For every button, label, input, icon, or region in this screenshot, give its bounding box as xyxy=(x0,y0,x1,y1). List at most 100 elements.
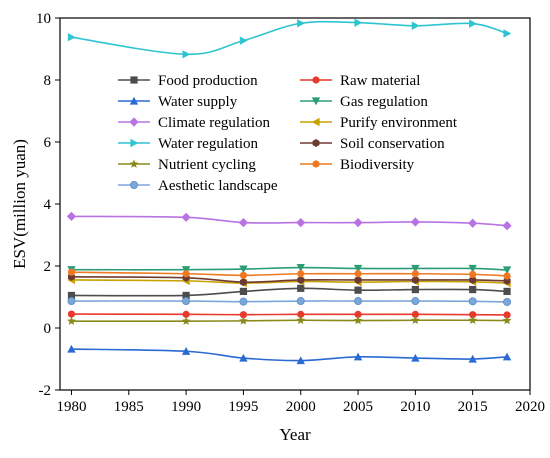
data-point-raw-material xyxy=(469,311,477,319)
data-point-nutrient-cycling xyxy=(410,315,420,324)
legend-label: Food production xyxy=(158,73,258,89)
data-point-climate-regulation xyxy=(66,211,77,221)
data-point-raw-material xyxy=(67,310,76,318)
legend-marker xyxy=(129,159,139,168)
legend-label: Nutrient cycling xyxy=(158,157,256,173)
data-point-nutrient-cycling xyxy=(67,316,76,325)
legend-marker xyxy=(312,76,320,84)
data-point-nutrient-cycling xyxy=(353,315,363,325)
x-tick-label: 2015 xyxy=(458,399,488,415)
data-point-water-regulation xyxy=(503,29,512,38)
legend-label: Purify environment xyxy=(340,115,458,131)
data-point-soil-conservation xyxy=(411,275,419,284)
data-point-nutrient-cycling xyxy=(468,315,478,324)
data-point-gas-regulation xyxy=(353,264,363,273)
legend-label: Soil conservation xyxy=(340,136,445,152)
data-point-water-regulation xyxy=(239,36,248,45)
legend-item-food-production: Food production xyxy=(118,73,258,89)
y-tick-label: 10 xyxy=(36,11,51,27)
data-point-aesthetic-landscape xyxy=(296,297,305,306)
data-point-gas-regulation xyxy=(296,263,305,272)
data-point-aesthetic-landscape xyxy=(239,297,248,306)
legend-label: Aesthetic landscape xyxy=(158,178,278,194)
data-point-food-production xyxy=(503,287,511,296)
data-point-food-production xyxy=(354,286,362,294)
legend-item-aesthetic-landscape: Aesthetic landscape xyxy=(118,178,278,194)
data-point-climate-regulation xyxy=(468,218,478,228)
series-raw-material xyxy=(67,310,511,319)
y-tick-label: -2 xyxy=(39,383,52,399)
series-line-nutrient-cycling xyxy=(71,319,508,323)
legend-marker xyxy=(130,76,138,84)
y-tick-label: 8 xyxy=(44,73,52,89)
data-point-climate-regulation xyxy=(238,218,249,228)
data-point-nutrient-cycling xyxy=(502,315,512,325)
data-point-raw-material xyxy=(354,310,362,318)
series-line-water-supply xyxy=(71,348,508,362)
series-line-climate-regulation xyxy=(71,215,508,227)
legend-item-soil-conservation: Soil conservation xyxy=(300,136,445,152)
data-point-food-production xyxy=(297,284,305,292)
legend: Food production Raw material Water supply G… xyxy=(118,73,458,194)
legend-label: Gas regulation xyxy=(340,94,428,110)
legend-marker xyxy=(311,117,320,127)
series-gas-regulation xyxy=(67,263,512,275)
series-line-raw-material xyxy=(71,313,508,316)
legend-marker xyxy=(129,180,138,189)
legend-item-climate-regulation: Climate regulation xyxy=(118,115,271,131)
series-line-aesthetic-landscape xyxy=(71,300,508,303)
legend-marker xyxy=(129,117,139,127)
data-point-nutrient-cycling xyxy=(296,315,306,324)
data-point-aesthetic-landscape xyxy=(67,297,76,306)
legend-marker xyxy=(130,138,139,148)
data-point-soil-conservation xyxy=(469,275,477,284)
data-point-food-production xyxy=(469,285,477,294)
x-tick-label: 2010 xyxy=(400,399,430,415)
series-line-food-production xyxy=(71,287,508,297)
legend-item-water-supply: Water supply xyxy=(118,94,238,110)
x-tick-label: 2005 xyxy=(343,399,373,415)
data-point-raw-material xyxy=(182,310,190,318)
series-soil-conservation xyxy=(67,272,511,287)
data-point-water-supply xyxy=(411,353,420,362)
data-point-soil-conservation xyxy=(354,275,362,284)
data-point-soil-conservation xyxy=(297,275,305,284)
series-climate-regulation xyxy=(66,211,512,231)
data-point-climate-regulation xyxy=(353,218,363,228)
x-tick-label: 1990 xyxy=(171,399,201,415)
data-point-gas-regulation xyxy=(411,264,420,273)
data-point-water-supply xyxy=(181,347,191,355)
x-tick-label: 2000 xyxy=(286,399,316,415)
data-point-aesthetic-landscape xyxy=(354,297,363,306)
series-layer xyxy=(66,18,512,365)
data-point-gas-regulation xyxy=(239,265,248,274)
data-point-climate-regulation xyxy=(410,217,420,227)
y-tick-label: 4 xyxy=(44,197,52,213)
data-point-water-regulation xyxy=(67,33,76,42)
data-point-water-regulation xyxy=(469,19,477,28)
series-water-regulation xyxy=(67,18,512,59)
data-point-climate-regulation xyxy=(502,221,512,231)
data-point-raw-material xyxy=(503,311,511,319)
series-line-water-regulation xyxy=(71,20,508,56)
data-point-gas-regulation xyxy=(181,266,191,274)
legend-item-raw-material: Raw material xyxy=(300,73,420,89)
series-line-biodiversity xyxy=(71,271,508,277)
data-point-raw-material xyxy=(239,311,248,319)
data-point-food-production xyxy=(239,287,248,296)
legend-marker xyxy=(312,160,320,168)
data-point-aesthetic-landscape xyxy=(182,297,191,306)
data-point-water-regulation xyxy=(182,50,191,59)
x-tick-label: 1985 xyxy=(114,399,144,415)
data-point-biodiversity xyxy=(469,270,477,278)
legend-item-water-regulation: Water regulation xyxy=(118,136,258,152)
y-tick-label: 6 xyxy=(44,135,52,151)
series-line-gas-regulation xyxy=(71,266,508,271)
data-point-nutrient-cycling xyxy=(239,316,248,325)
data-point-food-production xyxy=(182,291,190,300)
x-axis-title: Year xyxy=(279,425,311,444)
series-food-production xyxy=(67,284,511,300)
data-point-water-supply xyxy=(296,356,305,365)
data-point-food-production xyxy=(411,285,419,294)
